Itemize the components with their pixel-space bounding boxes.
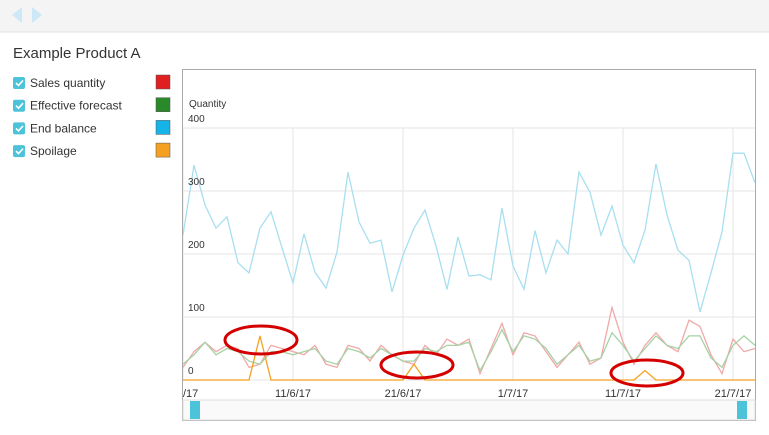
legend-checkbox[interactable] — [13, 145, 25, 158]
legend: Sales quantity Effective forecast End bala… — [13, 74, 171, 158]
legend-swatch — [155, 142, 171, 158]
highlight-ellipse — [223, 324, 299, 356]
checkmark — [15, 125, 24, 133]
legend-swatch — [155, 74, 171, 90]
page-title: Example Product A — [13, 45, 141, 62]
legend-swatch — [155, 120, 171, 135]
legend-checkbox[interactable] — [13, 122, 25, 135]
y-tick-label: 200 — [188, 240, 205, 251]
toolbar — [0, 0, 769, 32]
scroll-handle-left[interactable] — [190, 401, 200, 419]
x-tick-label: 11/6/17 — [275, 388, 311, 400]
scroll-handle-right[interactable] — [737, 401, 747, 419]
highlight-ellipse — [609, 358, 685, 388]
checkmark — [15, 102, 24, 110]
x-tick-label: 1/7/17 — [498, 388, 529, 400]
legend-label: End balance — [30, 121, 97, 135]
legend-swatch — [155, 97, 171, 112]
legend-label: Sales quantity — [30, 76, 105, 90]
back-button[interactable] — [12, 7, 22, 23]
y-tick-label: 400 — [188, 114, 205, 125]
legend-label: Effective forecast — [30, 99, 122, 113]
checkmark — [15, 148, 24, 155]
legend-checkbox[interactable] — [13, 99, 25, 112]
y-tick-label: 0 — [188, 366, 194, 377]
y-tick-label: 100 — [188, 303, 205, 314]
plot: 1/6/17 11/6/17 21/6/17 1/7/17 11/7/17 21/7/17 — [168, 127, 755, 400]
series-line — [183, 305, 755, 376]
forward-button[interactable] — [32, 7, 42, 23]
y-axis-label: Quantity — [189, 99, 226, 110]
x-tick-label: 11/7/17 — [605, 388, 641, 400]
series-line — [183, 335, 755, 381]
highlight-ellipse — [379, 350, 455, 380]
checkmark — [15, 79, 24, 87]
y-tick-label: 300 — [188, 177, 205, 188]
series-line — [183, 152, 755, 313]
x-tick-label: 21/6/17 — [385, 388, 422, 400]
legend-checkbox[interactable] — [13, 77, 25, 89]
legend-label: Spoilage — [30, 144, 77, 158]
x-tick-label: 1/6/17 — [168, 388, 199, 400]
x-tick-label: 21/7/17 — [715, 388, 752, 400]
scrollbar-track[interactable] — [182, 399, 756, 421]
